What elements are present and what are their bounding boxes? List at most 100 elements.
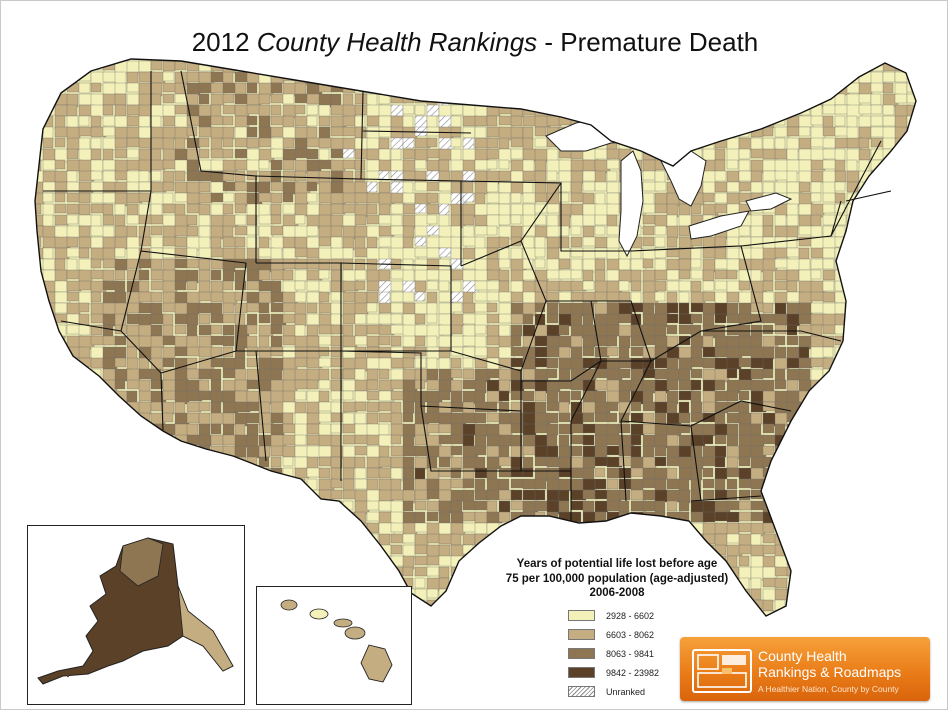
county-cell — [894, 258, 909, 272]
county-cell — [606, 71, 618, 83]
county-cell — [810, 533, 824, 544]
county-cell — [510, 500, 524, 511]
county-cell — [102, 478, 119, 492]
county-cell — [810, 555, 824, 568]
county-cell — [102, 269, 115, 283]
county-cell — [90, 390, 104, 402]
county-cell — [42, 489, 59, 503]
county-cell — [642, 137, 659, 151]
county-cell — [738, 489, 751, 501]
county-cell — [798, 434, 811, 449]
county-cell — [414, 280, 427, 293]
county-cell — [354, 313, 367, 325]
county-cell — [342, 159, 356, 170]
county-cell — [66, 445, 82, 458]
county-cell — [102, 456, 114, 467]
county-cell — [294, 302, 307, 316]
county-cell — [306, 324, 319, 337]
county-cell — [582, 236, 597, 247]
county-cell — [66, 192, 81, 203]
county-cell — [222, 126, 235, 140]
legend-swatch — [568, 667, 595, 678]
county-cell — [90, 82, 102, 93]
county-cell — [870, 71, 884, 85]
county-cell — [102, 511, 119, 523]
county-cell — [582, 423, 597, 434]
county-cell — [774, 291, 789, 305]
county-cell — [846, 247, 858, 262]
county-cell — [774, 379, 787, 390]
county-cell — [534, 82, 551, 96]
county-cell — [210, 511, 227, 523]
county-cell — [582, 269, 594, 282]
county-cell — [294, 390, 307, 401]
county-cell — [654, 148, 667, 162]
county-cell — [906, 137, 916, 150]
county-cell — [510, 533, 525, 548]
county-cell — [810, 247, 825, 259]
county-cell — [246, 247, 260, 260]
county-cell — [654, 269, 669, 281]
county-cell — [654, 192, 668, 206]
county-cell — [402, 533, 416, 544]
county-cell — [414, 115, 428, 129]
county-cell — [906, 148, 916, 161]
county-cell — [474, 225, 489, 236]
county-cell — [846, 302, 861, 317]
county-cell — [78, 137, 91, 151]
county-cell — [222, 511, 238, 523]
county-cell — [894, 467, 910, 479]
county-cell — [294, 357, 308, 368]
county-cell — [750, 368, 764, 380]
county-cell — [870, 203, 882, 217]
county-cell — [894, 533, 908, 547]
county-cell — [42, 456, 56, 469]
county-cell — [654, 544, 668, 556]
county-cell — [234, 60, 246, 72]
county-cell — [78, 71, 92, 82]
county-cell — [762, 247, 777, 261]
county-cell — [882, 588, 895, 599]
county-cell — [786, 302, 801, 316]
county-cell — [762, 302, 774, 314]
county-cell — [318, 357, 332, 368]
county-cell — [774, 269, 788, 281]
county-cell — [450, 159, 465, 172]
county-cell — [558, 544, 575, 556]
county-cell — [186, 291, 201, 305]
county-cell — [378, 335, 391, 346]
county-cell — [150, 434, 163, 446]
title-rest: - Premature Death — [544, 27, 759, 57]
county-cell — [822, 610, 839, 616]
county-cell — [534, 500, 549, 512]
county-cell — [546, 412, 559, 424]
county-cell — [690, 82, 705, 95]
county-cell — [618, 522, 633, 535]
county-cell — [342, 126, 357, 137]
county-cell — [606, 60, 621, 72]
county-cell — [222, 467, 237, 478]
county-cell — [570, 544, 585, 556]
county-cell — [474, 126, 487, 139]
county-cell — [846, 236, 859, 248]
county-cell — [810, 401, 822, 413]
county-cell — [210, 247, 225, 258]
county-cell — [534, 71, 549, 82]
county-cell — [354, 71, 371, 86]
county-cell — [834, 401, 847, 414]
county-cell — [882, 599, 897, 611]
county-cell — [378, 82, 391, 95]
county-cell — [162, 401, 175, 415]
county-cell — [846, 203, 862, 217]
county-cell — [630, 478, 644, 491]
county-cell — [798, 368, 811, 382]
county-cell — [786, 434, 802, 446]
county-cell — [35, 192, 45, 205]
county-cell — [546, 533, 558, 547]
county-cell — [474, 412, 487, 424]
county-cell — [834, 588, 850, 602]
county-cell — [330, 434, 342, 448]
county-cell — [882, 577, 898, 588]
county-cell — [114, 434, 128, 449]
county-cell — [666, 236, 678, 248]
